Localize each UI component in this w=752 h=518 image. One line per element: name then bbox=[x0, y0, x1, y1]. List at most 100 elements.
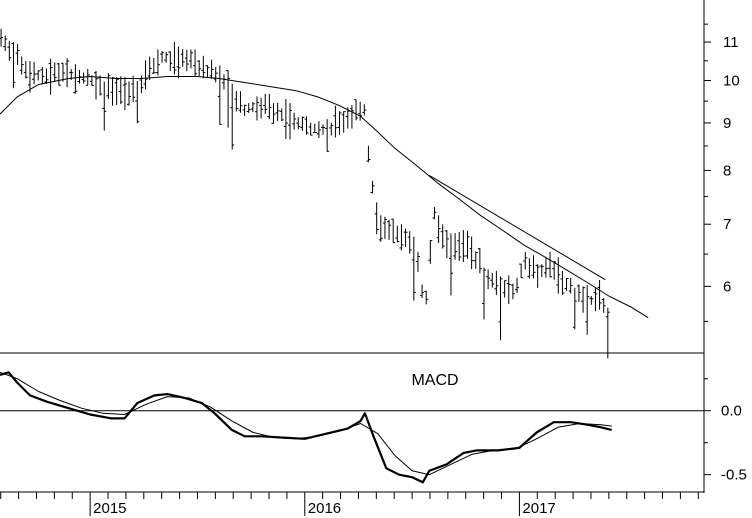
price-bar bbox=[263, 93, 268, 114]
macd-tick-label: 0.0 bbox=[721, 403, 742, 420]
price-bar bbox=[510, 283, 515, 300]
price-bar bbox=[52, 62, 57, 82]
price-bar bbox=[221, 74, 226, 90]
price-bar bbox=[593, 288, 598, 312]
price-bar bbox=[374, 202, 379, 235]
price-bar bbox=[461, 230, 466, 263]
price-bar bbox=[420, 284, 425, 299]
price-bar bbox=[3, 35, 8, 52]
price-bar bbox=[226, 70, 231, 128]
price-bar bbox=[110, 76, 115, 106]
price-bar bbox=[73, 64, 78, 94]
price-bar bbox=[329, 122, 334, 136]
price-bar bbox=[60, 62, 65, 82]
price-bar bbox=[122, 76, 127, 111]
price-bar bbox=[366, 145, 371, 163]
price-bar bbox=[457, 232, 462, 261]
price-bar bbox=[259, 97, 264, 119]
price-bar bbox=[552, 260, 557, 280]
price-bar bbox=[440, 224, 445, 249]
price-bar bbox=[527, 258, 532, 279]
price-bar bbox=[106, 73, 111, 99]
price-bar bbox=[341, 111, 346, 133]
price-bar bbox=[98, 75, 103, 96]
price-bar bbox=[321, 124, 326, 135]
price-bar bbox=[288, 103, 293, 140]
price-bar bbox=[155, 49, 160, 76]
price-bar bbox=[387, 219, 392, 240]
price-bar bbox=[234, 91, 239, 112]
price-bar bbox=[424, 290, 429, 305]
price-bar bbox=[296, 117, 301, 130]
price-bar bbox=[15, 43, 20, 65]
price-bar bbox=[48, 58, 53, 95]
price-bar bbox=[482, 267, 486, 320]
price-bar bbox=[135, 80, 140, 124]
macd-lines bbox=[0, 371, 612, 484]
price-bar bbox=[362, 104, 367, 116]
price-bar bbox=[337, 111, 342, 136]
price-bar bbox=[378, 215, 383, 242]
macd-signal-line bbox=[0, 371, 612, 476]
price-bar bbox=[494, 270, 499, 295]
price-bar bbox=[205, 65, 210, 78]
year-tick-label: 2015 bbox=[93, 500, 126, 517]
price-bar bbox=[490, 272, 495, 288]
price-bar bbox=[581, 286, 586, 313]
price-bar bbox=[395, 225, 400, 243]
price-bar bbox=[601, 297, 606, 313]
price-bar bbox=[242, 104, 247, 116]
price-bar bbox=[564, 278, 569, 292]
price-bar bbox=[27, 61, 32, 93]
price-bar bbox=[403, 228, 408, 248]
macd-line bbox=[0, 371, 612, 484]
price-bar bbox=[399, 224, 404, 251]
price-bar bbox=[382, 216, 387, 239]
price-tick-label: 6 bbox=[723, 278, 731, 295]
price-bar bbox=[0, 28, 4, 47]
price-bar bbox=[415, 251, 420, 272]
price-bar bbox=[477, 248, 482, 274]
price-bar bbox=[325, 119, 330, 152]
price-bar bbox=[143, 60, 148, 90]
macd-tick-label: -0.5 bbox=[721, 467, 747, 484]
price-bar bbox=[114, 77, 119, 105]
price-bar bbox=[548, 251, 553, 278]
price-bar bbox=[254, 96, 259, 121]
price-bar bbox=[515, 277, 520, 294]
macd-panel-title: MACD bbox=[411, 372, 458, 389]
price-bar bbox=[589, 296, 594, 305]
price-bar bbox=[597, 280, 602, 310]
price-bar bbox=[19, 56, 24, 75]
price-bar bbox=[411, 236, 416, 301]
price-bar bbox=[11, 42, 16, 89]
price-bar bbox=[585, 284, 590, 335]
price-bar bbox=[44, 68, 49, 85]
price-bar bbox=[94, 70, 99, 100]
price-bar bbox=[102, 81, 107, 131]
price-tick-label: 7 bbox=[723, 216, 731, 233]
price-tick-label: 8 bbox=[723, 162, 731, 179]
price-bar bbox=[502, 280, 507, 298]
price-bar bbox=[184, 49, 189, 72]
price-bar bbox=[432, 207, 437, 220]
price-bar bbox=[36, 70, 41, 81]
price-bar bbox=[473, 251, 478, 269]
price-bar bbox=[539, 264, 544, 278]
price-bar bbox=[556, 257, 561, 294]
price-bar bbox=[283, 98, 288, 139]
price-axis-ticks: 11 10 9 8 7 6 bbox=[704, 23, 740, 322]
price-bar bbox=[131, 75, 136, 102]
time-axis-ticks: 2015 2016 2017 bbox=[0, 492, 699, 517]
macd-axis-ticks: 0.0 -0.5 bbox=[0, 378, 747, 484]
price-bar bbox=[535, 264, 540, 288]
price-bar bbox=[292, 112, 297, 130]
price-bar bbox=[448, 233, 453, 296]
price-bars bbox=[0, 28, 610, 359]
price-bar bbox=[486, 269, 491, 290]
price-bar bbox=[213, 66, 218, 83]
year-tick-label: 2017 bbox=[522, 500, 555, 517]
price-bar bbox=[428, 240, 433, 264]
price-bar bbox=[316, 121, 321, 139]
